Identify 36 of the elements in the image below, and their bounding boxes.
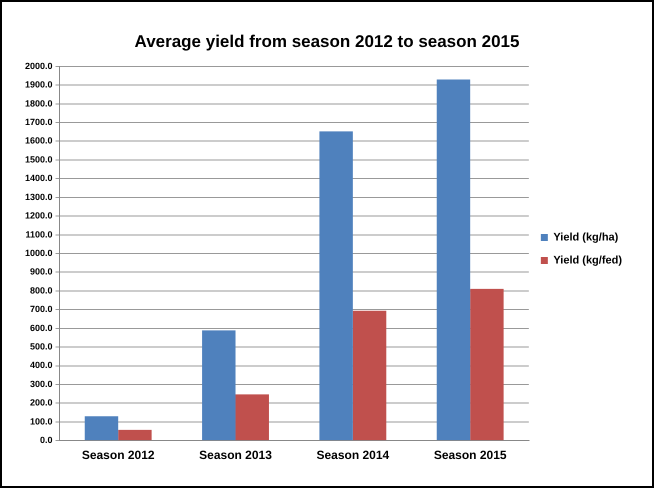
bar — [202, 330, 236, 440]
bar — [118, 430, 152, 440]
y-tick-label: 0.0 — [40, 435, 53, 446]
bar — [436, 79, 470, 440]
y-tick-label: 1000.0 — [24, 248, 53, 258]
bar — [236, 394, 269, 440]
y-tick-label: 1700.0 — [24, 117, 53, 128]
bar — [352, 310, 386, 440]
y-tick-label: 900.0 — [30, 266, 53, 277]
y-tick-label: 1600.0 — [24, 136, 53, 146]
y-tick-label: 700.0 — [30, 304, 53, 314]
y-tick-label: 1900.0 — [24, 80, 53, 90]
y-tick-label: 1500.0 — [24, 154, 53, 164]
bar — [319, 131, 353, 440]
x-tick-label: Season 2014 — [316, 448, 390, 462]
y-tick-label: 800.0 — [30, 285, 53, 296]
y-tick-label: 100.0 — [30, 416, 53, 426]
x-tick-label: Season 2013 — [199, 448, 272, 462]
y-tick-label: 1300.0 — [24, 192, 53, 202]
legend-label: Yield (kg/fed) — [553, 254, 622, 267]
x-tick-label: Season 2015 — [434, 448, 507, 462]
y-tick-label: 500.0 — [30, 342, 53, 352]
legend-label: Yield (kg/ha) — [553, 232, 619, 244]
chart-title: Average yield from season 2012 to season 2015 — [134, 32, 520, 51]
y-tick-label: 1200.0 — [24, 210, 53, 221]
x-tick-label: Season 2012 — [82, 448, 155, 462]
bar — [470, 288, 504, 440]
y-tick-label: 1400.0 — [24, 173, 53, 184]
y-tick-label: 300.0 — [30, 378, 53, 389]
y-tick-label: 600.0 — [30, 322, 53, 333]
y-tick-label: 400.0 — [30, 360, 53, 370]
bar — [84, 416, 118, 440]
y-tick-label: 1800.0 — [24, 98, 53, 108]
y-tick-label: 2000.0 — [24, 60, 53, 71]
y-tick-label: 1100.0 — [25, 229, 53, 240]
y-tick-label: 200.0 — [30, 398, 53, 408]
